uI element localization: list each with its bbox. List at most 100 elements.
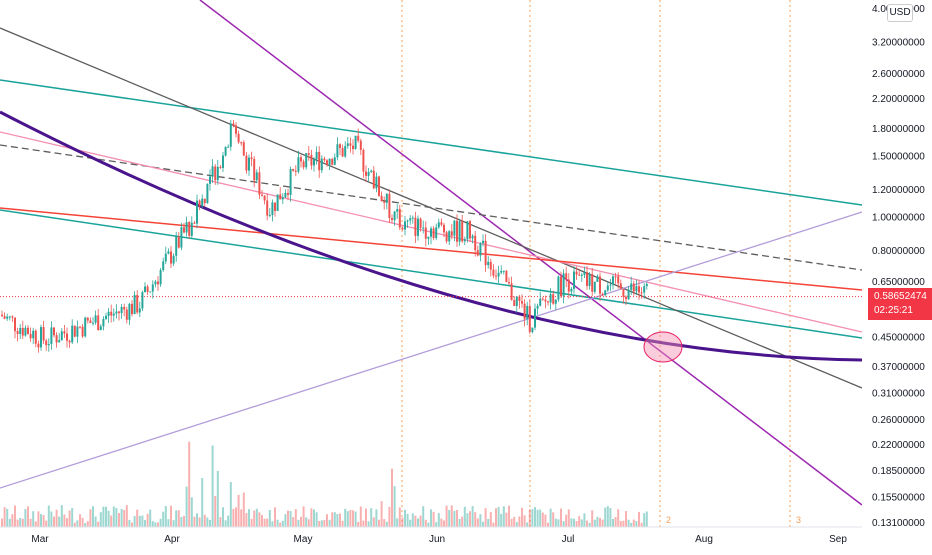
- volume-bar: [606, 506, 609, 527]
- volume-bar: [541, 512, 544, 527]
- volume-bar: [172, 520, 175, 527]
- y-tick-label: 2.20000000: [872, 94, 925, 105]
- volume-bar: [448, 509, 451, 527]
- candle-body: [6, 316, 9, 319]
- candle-body: [591, 273, 594, 292]
- volume-bar: [549, 508, 552, 527]
- candle-body: [346, 143, 349, 147]
- candle-body: [60, 331, 63, 341]
- candle-body: [8, 316, 11, 318]
- candle-body: [495, 275, 497, 277]
- volume-bar: [6, 508, 9, 527]
- volume-bar: [604, 507, 607, 527]
- candle-body: [180, 227, 183, 248]
- candle-body: [372, 170, 375, 189]
- candle-body: [437, 222, 440, 228]
- volume-bar: [196, 513, 198, 527]
- volume-bar: [141, 515, 144, 527]
- candle-body: [232, 123, 235, 126]
- volume-bar: [81, 517, 84, 527]
- candle-body: [99, 326, 102, 331]
- volume-bar: [250, 518, 253, 527]
- volume-bar: [354, 511, 357, 527]
- volume-bar: [638, 511, 640, 527]
- volume-bar: [341, 520, 344, 527]
- candle-body: [573, 271, 575, 289]
- candle-body: [552, 294, 555, 304]
- candle-body: [242, 142, 245, 156]
- candle-body: [513, 300, 516, 306]
- candle-body: [115, 311, 118, 314]
- candle-body: [352, 145, 354, 149]
- candle-body: [222, 155, 224, 168]
- volume-bar: [544, 514, 547, 527]
- candle-body: [427, 236, 430, 239]
- volume-bar: [144, 520, 146, 527]
- candle-body: [645, 283, 648, 287]
- volume-bar: [302, 506, 305, 527]
- volume-bar: [294, 509, 297, 527]
- volume-bar: [580, 519, 583, 527]
- candle-body: [541, 298, 544, 300]
- volume-bar: [367, 521, 370, 527]
- volume-bar: [131, 522, 133, 527]
- candle-body: [469, 221, 471, 239]
- candle-body: [206, 183, 209, 204]
- volume-bar: [404, 509, 406, 527]
- candle-body: [375, 176, 378, 189]
- volume-bar: [430, 509, 432, 527]
- volume-bar: [66, 518, 68, 527]
- volume-bar: [154, 522, 157, 527]
- volume-bar: [539, 509, 542, 527]
- volume-bar: [526, 522, 529, 527]
- y-tick-label: 0.22000000: [872, 440, 925, 451]
- candle-body: [136, 294, 139, 313]
- volume-bar: [560, 508, 562, 527]
- volume-bar: [630, 522, 633, 527]
- y-tick-label: 0.80000000: [872, 246, 925, 257]
- candle-body: [284, 192, 287, 198]
- volume-bar: [198, 517, 201, 527]
- volume-bar: [94, 516, 97, 527]
- volume-bar: [167, 519, 170, 527]
- volume-bar: [596, 516, 599, 527]
- volume-bar: [378, 519, 380, 527]
- volume-bar: [528, 509, 531, 527]
- volume-bar: [188, 441, 191, 527]
- candle-body: [183, 227, 185, 233]
- candle-body: [149, 291, 152, 293]
- candle-body: [289, 168, 292, 195]
- candle-body: [596, 276, 599, 282]
- candle-body: [593, 281, 596, 292]
- candle-body: [625, 296, 627, 300]
- candle-body: [474, 235, 477, 251]
- volume-bar: [27, 506, 29, 527]
- candle-body: [554, 299, 557, 304]
- candle-body: [630, 283, 633, 290]
- volume-bar: [89, 509, 92, 527]
- candle-body: [380, 195, 383, 202]
- candle-body: [443, 224, 445, 233]
- volume-bar: [445, 505, 448, 527]
- currency-badge[interactable]: USD: [887, 4, 913, 22]
- y-tick-label: 0.45000000: [872, 332, 925, 343]
- candle-body: [268, 215, 271, 217]
- candle-body: [492, 269, 495, 276]
- volume-bar: [635, 521, 638, 527]
- candle-body: [27, 327, 29, 334]
- y-tick-label: 1.20000000: [872, 185, 925, 196]
- volume-bar: [617, 509, 620, 527]
- volume-bar: [385, 521, 388, 527]
- volume-bar: [331, 512, 334, 527]
- volume-bar: [253, 510, 256, 527]
- candle-body: [562, 273, 565, 297]
- candle-body: [388, 193, 391, 219]
- volume-bar: [157, 522, 159, 527]
- volume-bar: [136, 509, 139, 527]
- candle-body: [419, 218, 422, 228]
- candle-body: [635, 286, 638, 292]
- candle-body: [211, 166, 214, 177]
- candle-body: [531, 327, 534, 333]
